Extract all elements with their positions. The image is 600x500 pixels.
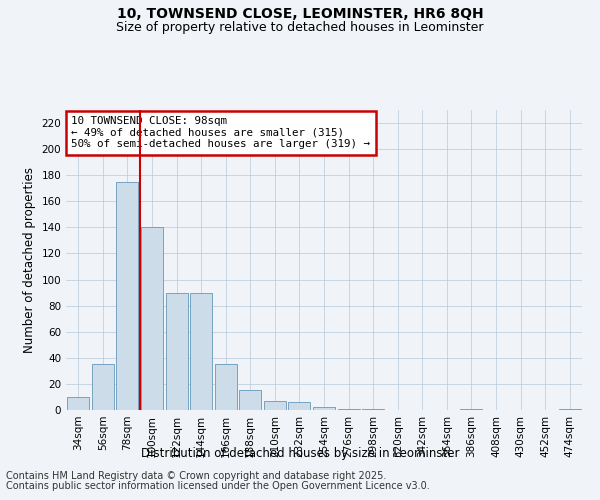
Bar	[190, 292, 212, 410]
Text: 10, TOWNSEND CLOSE, LEOMINSTER, HR6 8QH: 10, TOWNSEND CLOSE, LEOMINSTER, HR6 8QH	[116, 8, 484, 22]
Bar	[289, 402, 310, 410]
Bar	[313, 408, 335, 410]
Bar	[362, 408, 384, 410]
Text: Distribution of detached houses by size in Leominster: Distribution of detached houses by size …	[141, 448, 459, 460]
Bar	[116, 182, 139, 410]
Y-axis label: Number of detached properties: Number of detached properties	[23, 167, 36, 353]
Text: Contains HM Land Registry data © Crown copyright and database right 2025.: Contains HM Land Registry data © Crown c…	[6, 471, 386, 481]
Bar	[338, 408, 359, 410]
Bar	[166, 292, 188, 410]
Bar	[239, 390, 262, 410]
Bar	[67, 397, 89, 410]
Text: Contains public sector information licensed under the Open Government Licence v3: Contains public sector information licen…	[6, 481, 430, 491]
Bar	[559, 408, 581, 410]
Bar	[141, 228, 163, 410]
Bar	[264, 401, 286, 410]
Text: Size of property relative to detached houses in Leominster: Size of property relative to detached ho…	[116, 21, 484, 34]
Bar	[460, 408, 482, 410]
Bar	[215, 364, 237, 410]
Text: 10 TOWNSEND CLOSE: 98sqm
← 49% of detached houses are smaller (315)
50% of semi-: 10 TOWNSEND CLOSE: 98sqm ← 49% of detach…	[71, 116, 370, 149]
Bar	[92, 364, 114, 410]
